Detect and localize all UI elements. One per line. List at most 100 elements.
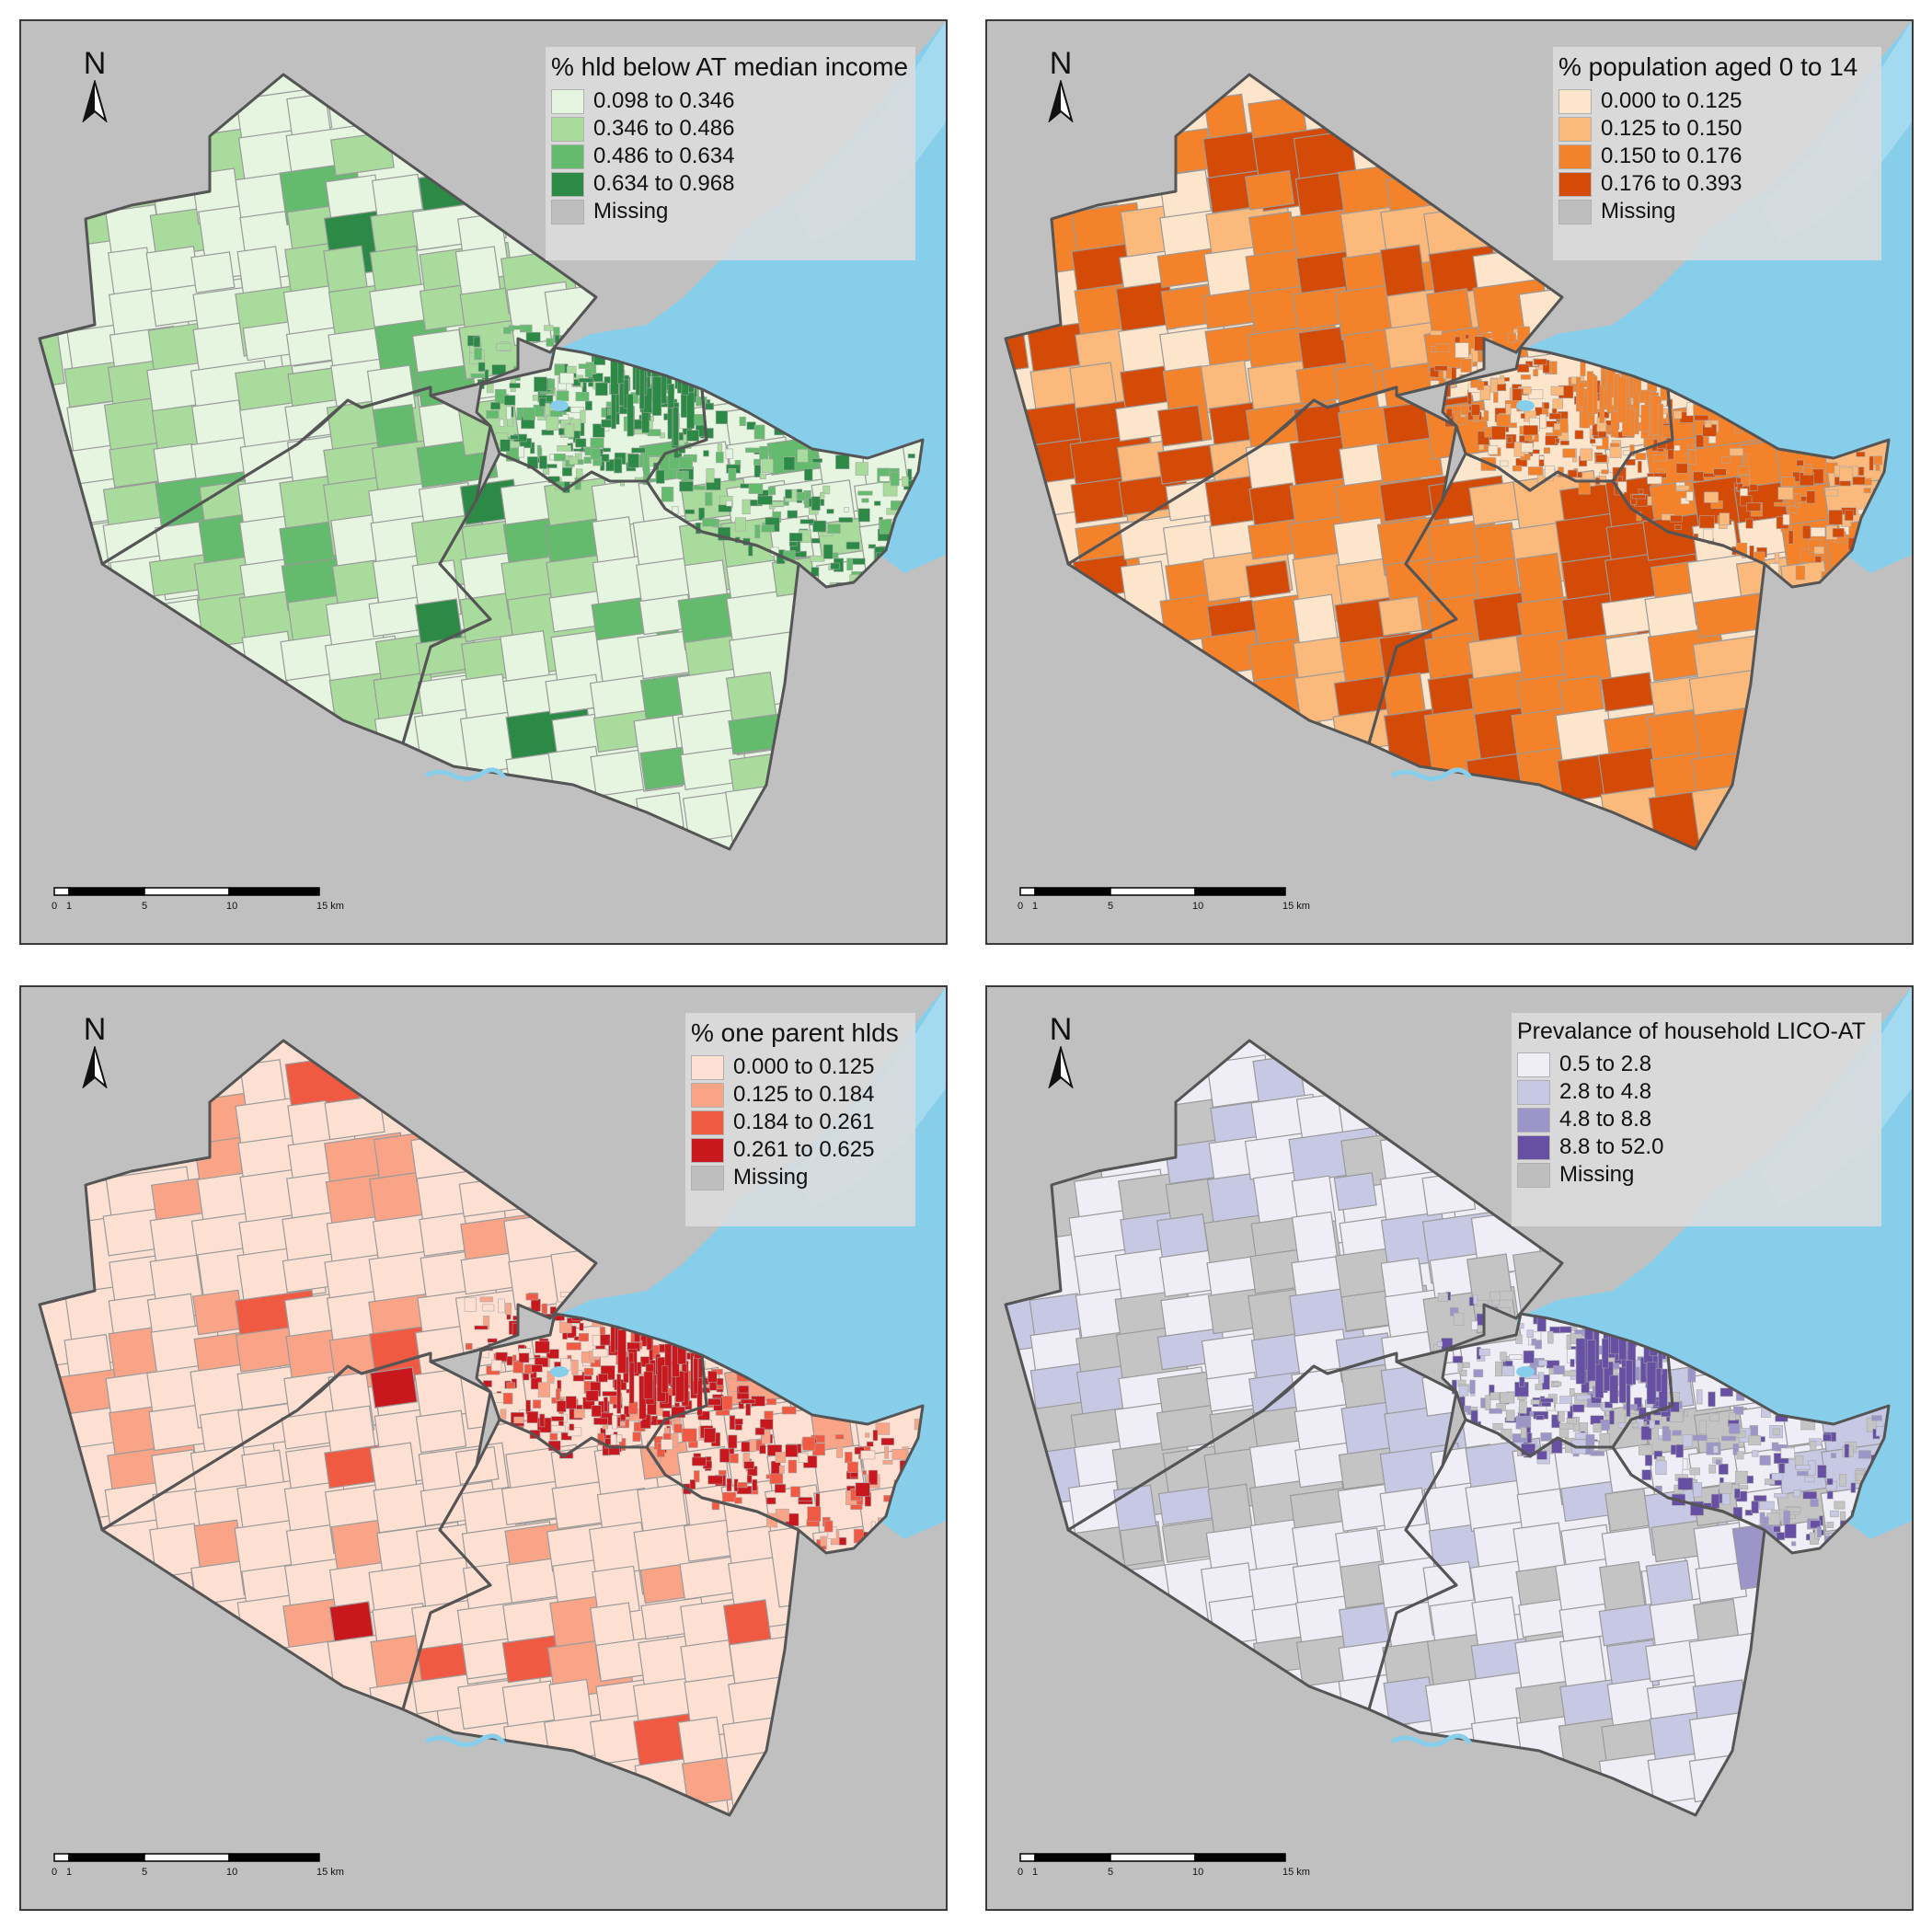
map-legend: % hld below AT median income 0.098 to 0.… — [546, 47, 915, 260]
urban-tract — [706, 468, 715, 483]
urban-tract — [1814, 556, 1822, 563]
urban-tract — [628, 1362, 635, 1404]
urban-tract — [1460, 1369, 1467, 1377]
urban-tract — [1810, 1520, 1821, 1529]
urban-tract — [619, 1420, 626, 1427]
urban-tract — [1533, 369, 1538, 377]
urban-tract — [1803, 466, 1813, 476]
urban-tract — [1434, 343, 1450, 353]
urban-tract — [506, 406, 512, 420]
legend-item: 0.176 to 0.393 — [1558, 170, 1872, 198]
urban-tract — [1599, 384, 1605, 423]
map-panel-low-income: N % hld below AT median income 0.098 to … — [19, 19, 948, 945]
urban-tract — [1470, 404, 1481, 416]
urban-tract — [661, 1410, 671, 1418]
urban-tract — [1719, 1387, 1733, 1397]
urban-tract — [1593, 1422, 1602, 1433]
urban-tract — [838, 517, 854, 523]
scale-label: 0 — [52, 1867, 58, 1878]
urban-tract — [1523, 1350, 1535, 1363]
map-panel-lico-at: N Prevalance of household LICO-AT 0.5 to… — [985, 985, 1914, 1911]
urban-tract — [705, 491, 713, 506]
urban-tract — [707, 1475, 723, 1485]
urban-tract — [798, 1453, 809, 1464]
scale-bar: 0 1 5 10 15 km — [1018, 1852, 1322, 1889]
scale-label: 15 km — [1282, 901, 1310, 912]
urban-tract — [874, 500, 881, 506]
urban-tract — [1795, 1465, 1811, 1470]
urban-tract — [753, 458, 762, 466]
urban-tract — [558, 428, 565, 436]
urban-tract — [882, 1459, 893, 1465]
urban-tract — [703, 450, 709, 457]
urban-tract — [550, 1425, 566, 1433]
urban-tract — [1677, 1478, 1694, 1490]
urban-tract — [523, 407, 535, 420]
legend-label: 0.125 to 0.184 — [733, 1082, 875, 1107]
legend-swatch — [691, 1110, 724, 1135]
urban-tract — [1694, 415, 1709, 421]
urban-tract — [549, 1432, 558, 1441]
urban-tract — [602, 1391, 617, 1397]
urban-tract — [1517, 326, 1531, 341]
urban-tract — [499, 419, 504, 427]
legend-item: Missing — [691, 1164, 906, 1191]
north-arrow-icon — [82, 1044, 108, 1089]
urban-tract — [855, 462, 868, 476]
urban-tract — [1600, 1420, 1610, 1431]
urban-tract — [583, 456, 592, 464]
urban-tract — [1536, 1450, 1547, 1460]
urban-tract — [1804, 1476, 1815, 1483]
legend-label: 8.8 to 52.0 — [1559, 1134, 1664, 1159]
urban-tract — [600, 1334, 611, 1346]
urban-tract — [1817, 1465, 1827, 1478]
north-arrow-icon — [82, 78, 108, 123]
urban-tract — [684, 509, 696, 514]
urban-tract — [513, 1416, 524, 1424]
urban-tract — [1784, 1524, 1797, 1539]
urban-tract — [815, 1493, 821, 1507]
urban-tract — [1675, 485, 1690, 491]
urban-tract — [673, 1423, 683, 1433]
urban-tract — [1550, 385, 1564, 396]
rural-tract — [677, 1716, 724, 1766]
urban-tract — [1458, 1385, 1469, 1397]
urban-tract — [754, 524, 761, 539]
rural-tract — [1289, 435, 1351, 487]
urban-tract — [1575, 1338, 1586, 1385]
urban-tract — [575, 438, 587, 448]
urban-tract — [533, 1399, 542, 1409]
urban-tract — [1670, 514, 1683, 523]
rural-tract — [1245, 559, 1292, 599]
urban-tract — [578, 1333, 590, 1342]
legend-swatch — [1558, 144, 1592, 169]
scale-label: 10 — [1192, 1867, 1204, 1878]
urban-tract — [1484, 426, 1493, 438]
urban-tract — [830, 562, 840, 570]
urban-tract — [1580, 448, 1593, 461]
urban-tract — [759, 1444, 766, 1455]
urban-tract — [585, 1390, 599, 1402]
north-label: N — [83, 1012, 107, 1047]
urban-tract — [673, 407, 679, 446]
urban-tract — [682, 1428, 697, 1443]
urban-tract — [734, 1418, 743, 1425]
legend-swatch — [1517, 1134, 1550, 1160]
urban-tract — [590, 437, 604, 449]
municipal-boundary — [645, 1353, 925, 1555]
urban-tract — [1772, 1428, 1780, 1436]
urban-tract — [578, 459, 584, 466]
urban-tract — [1696, 434, 1705, 448]
urban-tract — [546, 338, 555, 347]
map-canvas — [987, 21, 1912, 943]
rural-tract — [324, 1095, 385, 1141]
map-panel-population-0-14: N % population aged 0 to 14 0.000 to 0.1… — [985, 19, 1914, 945]
urban-tract — [611, 1415, 617, 1430]
urban-tract — [1657, 403, 1664, 443]
urban-tract — [745, 447, 761, 454]
urban-tract — [1721, 456, 1731, 464]
urban-tract — [1674, 523, 1682, 530]
urban-tract — [583, 1375, 592, 1380]
urban-tract — [542, 468, 550, 475]
rural-tract — [548, 1678, 592, 1722]
